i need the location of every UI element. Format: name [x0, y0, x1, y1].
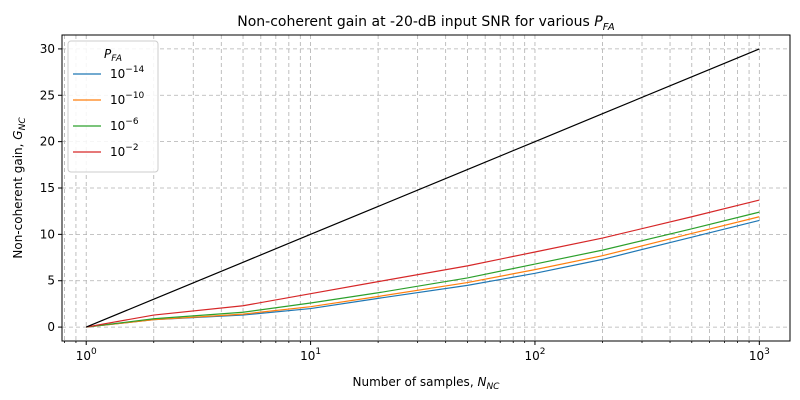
- y-tick-label: 10: [40, 227, 55, 241]
- y-axis-ticks: 0 5 10 15 20 25 30: [40, 42, 62, 334]
- y-tick-label: 30: [40, 42, 55, 56]
- legend-entries: 10−14 10−10 10−6 10−2: [73, 65, 145, 159]
- reference-line: [85, 48, 760, 328]
- x-axis-label: Number of samples, NNC: [353, 375, 501, 392]
- series-line-2: [86, 211, 760, 328]
- y-tick-label: 5: [47, 274, 55, 288]
- y-axis-label: Non-coherent gain, GNC: [11, 117, 28, 259]
- y-tick-label: 0: [47, 320, 55, 334]
- grid: [62, 35, 790, 341]
- x-tick-label: 101: [300, 347, 321, 363]
- series-line-1: [86, 216, 760, 328]
- legend-entry-label: 10−6: [110, 117, 139, 133]
- legend-entry-label: 10−2: [110, 143, 139, 159]
- legend-entry-label: 10−14: [110, 65, 145, 81]
- y-tick-label: 20: [40, 135, 55, 149]
- y-tick-label: 15: [40, 181, 55, 195]
- x-tick-label: 100: [76, 347, 97, 363]
- series-lines: [85, 48, 760, 328]
- x-tick-label: 102: [524, 347, 545, 363]
- series-line-3: [86, 199, 760, 328]
- y-tick-label: 25: [40, 88, 55, 102]
- chart-title: Non-coherent gain at -20-dB input SNR fo…: [237, 14, 615, 33]
- legend-title: PFA: [104, 47, 122, 64]
- legend: PFA 10−14 10−10 10−6 10−2: [67, 40, 159, 173]
- x-tick-label: 103: [749, 347, 770, 363]
- legend-entry-label: 10−10: [110, 91, 145, 107]
- x-axis-ticks: 100 101 102 103: [64, 341, 770, 363]
